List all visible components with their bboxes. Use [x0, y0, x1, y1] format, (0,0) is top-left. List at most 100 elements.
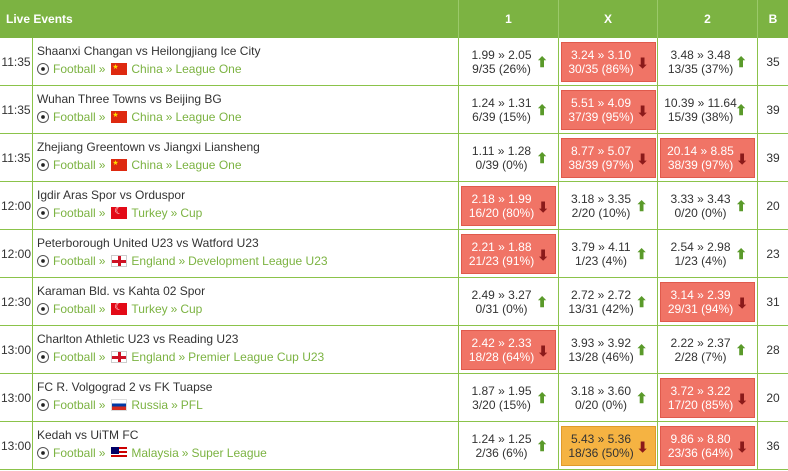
odds-cell-x[interactable]: 5.51 » 4.09 37/39 (95%) ⬇ [559, 86, 658, 133]
sport-link[interactable]: Football [53, 302, 96, 316]
odds-cell-1[interactable]: 1.99 » 2.05 9/35 (26%) ⬆ [459, 38, 559, 85]
league-link[interactable]: Cup [180, 302, 203, 316]
odds-box[interactable]: 2.72 » 2.72 13/31 (42%) ⬆ [561, 282, 656, 322]
country-link[interactable]: Turkey [131, 302, 168, 316]
sport-link[interactable]: Football [53, 206, 96, 220]
odds-box[interactable]: 1.24 » 1.31 6/39 (15%) ⬆ [461, 90, 556, 130]
odds-cell-x[interactable]: 3.24 » 3.10 30/35 (86%) ⬇ [559, 38, 658, 85]
odds-box[interactable]: 20.14 » 8.85 38/39 (97%) ⬇ [660, 137, 755, 178]
header-col-b[interactable]: B [768, 12, 778, 26]
odds-box[interactable]: 10.39 » 11.64 15/39 (38%) ⬆ [660, 90, 755, 130]
header-col-x[interactable]: X [559, 0, 658, 38]
odds-cell-2[interactable]: 3.14 » 2.39 29/31 (94%) ⬇ [658, 278, 758, 325]
event-title[interactable]: Shaanxi Changan vs Heilongjiang Ice City [37, 44, 261, 58]
odds-box[interactable]: 1.87 » 1.95 3/20 (15%) ⬆ [461, 378, 556, 418]
odds-cell-x[interactable]: 2.72 » 2.72 13/31 (42%) ⬆ [559, 278, 658, 325]
odds-box[interactable]: 1.99 » 2.05 9/35 (26%) ⬆ [461, 42, 556, 82]
league-link[interactable]: Premier League Cup U23 [188, 350, 325, 364]
table-row[interactable]: 12:00 Peterborough United U23 vs Watford… [0, 230, 788, 278]
odds-cell-1[interactable]: 1.24 » 1.31 6/39 (15%) ⬆ [459, 86, 559, 133]
sport-link[interactable]: Football [53, 62, 96, 76]
event-title[interactable]: Peterborough United U23 vs Watford U23 [37, 236, 259, 250]
odds-cell-x[interactable]: 3.93 » 3.92 13/28 (46%) ⬆ [559, 326, 658, 373]
country-link[interactable]: Malaysia [131, 446, 179, 460]
odds-box[interactable]: 3.48 » 3.48 13/35 (37%) ⬆ [660, 42, 755, 82]
sport-link[interactable]: Football [53, 254, 96, 268]
table-row[interactable]: 11:35 Wuhan Three Towns vs Beijing BG Fo… [0, 86, 788, 134]
odds-box[interactable]: 3.79 » 4.11 1/23 (4%) ⬆ [561, 234, 656, 274]
odds-cell-2[interactable]: 10.39 » 11.64 15/39 (38%) ⬆ [658, 86, 758, 133]
odds-box[interactable]: 2.22 » 2.37 2/28 (7%) ⬆ [660, 330, 755, 370]
table-row[interactable]: 11:35 Zhejiang Greentown vs Jiangxi Lian… [0, 134, 788, 182]
odds-cell-x[interactable]: 3.79 » 4.11 1/23 (4%) ⬆ [559, 230, 658, 277]
odds-cell-2[interactable]: 3.72 » 3.22 17/20 (85%) ⬇ [658, 374, 758, 421]
league-link[interactable]: Super League [191, 446, 267, 460]
odds-box[interactable]: 5.51 » 4.09 37/39 (95%) ⬇ [560, 89, 656, 130]
sport-link[interactable]: Football [53, 110, 96, 124]
odds-box[interactable]: 2.18 » 1.99 16/20 (80%) ⬇ [461, 185, 556, 226]
odds-box[interactable]: 8.77 » 5.07 38/39 (97%) ⬇ [560, 137, 656, 178]
odds-cell-x[interactable]: 3.18 » 3.60 0/20 (0%) ⬆ [559, 374, 658, 421]
event-title[interactable]: Wuhan Three Towns vs Beijing BG [37, 92, 222, 106]
event-title[interactable]: Karaman Bld. vs Kahta 02 Spor [37, 284, 206, 298]
odds-box[interactable]: 2.54 » 2.98 1/23 (4%) ⬆ [660, 234, 755, 274]
odds-cell-1[interactable]: 2.18 » 1.99 16/20 (80%) ⬇ [459, 182, 559, 229]
event-cell[interactable]: FC R. Volgograd 2 vs FK Tuapse Football … [33, 374, 459, 421]
country-link[interactable]: China [131, 62, 163, 76]
event-cell[interactable]: Charlton Athletic U23 vs Reading U23 Foo… [33, 326, 459, 373]
odds-box[interactable]: 3.24 » 3.10 30/35 (86%) ⬇ [560, 41, 656, 82]
league-link[interactable]: League One [175, 110, 242, 124]
odds-box[interactable]: 3.18 » 3.35 2/20 (10%) ⬆ [561, 186, 656, 226]
odds-box[interactable]: 3.93 » 3.92 13/28 (46%) ⬆ [561, 330, 656, 370]
header-col-1[interactable]: 1 [459, 0, 559, 38]
league-link[interactable]: League One [175, 158, 242, 172]
odds-cell-2[interactable]: 3.48 » 3.48 13/35 (37%) ⬆ [658, 38, 758, 85]
table-row[interactable]: 12:30 Karaman Bld. vs Kahta 02 Spor Foot… [0, 278, 788, 326]
odds-cell-1[interactable]: 2.21 » 1.88 21/23 (91%) ⬇ [459, 230, 559, 277]
table-row[interactable]: 13:00 FC R. Volgograd 2 vs FK Tuapse Foo… [0, 374, 788, 422]
country-link[interactable]: China [131, 158, 163, 172]
event-cell[interactable]: Karaman Bld. vs Kahta 02 Spor Football »… [33, 278, 459, 325]
odds-cell-2[interactable]: 20.14 » 8.85 38/39 (97%) ⬇ [658, 134, 758, 181]
event-title[interactable]: Igdir Aras Spor vs Orduspor [37, 188, 186, 202]
odds-box[interactable]: 3.14 » 2.39 29/31 (94%) ⬇ [660, 281, 755, 322]
odds-cell-2[interactable]: 9.86 » 8.80 23/36 (64%) ⬇ [658, 422, 758, 469]
event-cell[interactable]: Peterborough United U23 vs Watford U23 F… [33, 230, 459, 277]
table-row[interactable]: 13:00 Kedah vs UiTM FC Football » Malays… [0, 422, 788, 470]
event-cell[interactable]: Zhejiang Greentown vs Jiangxi Liansheng … [33, 134, 459, 181]
odds-box[interactable]: 5.43 » 5.36 18/36 (50%) ⬇ [560, 425, 656, 466]
league-link[interactable]: PFL [180, 398, 203, 412]
sport-link[interactable]: Football [53, 158, 96, 172]
sport-link[interactable]: Football [53, 350, 96, 364]
odds-box[interactable]: 2.42 » 2.33 18/28 (64%) ⬇ [461, 329, 556, 370]
country-link[interactable]: England [131, 350, 176, 364]
event-title[interactable]: Charlton Athletic U23 vs Reading U23 [37, 332, 239, 346]
event-title[interactable]: FC R. Volgograd 2 vs FK Tuapse [37, 380, 213, 394]
odds-box[interactable]: 2.21 » 1.88 21/23 (91%) ⬇ [461, 233, 556, 274]
odds-cell-2[interactable]: 3.33 » 3.43 0/20 (0%) ⬆ [658, 182, 758, 229]
odds-cell-1[interactable]: 2.49 » 3.27 0/31 (0%) ⬆ [459, 278, 559, 325]
odds-cell-x[interactable]: 3.18 » 3.35 2/20 (10%) ⬆ [559, 182, 658, 229]
odds-cell-1[interactable]: 1.11 » 1.28 0/39 (0%) ⬆ [459, 134, 559, 181]
odds-cell-1[interactable]: 2.42 » 2.33 18/28 (64%) ⬇ [459, 326, 559, 373]
table-row[interactable]: 13:00 Charlton Athletic U23 vs Reading U… [0, 326, 788, 374]
odds-box[interactable]: 2.49 » 3.27 0/31 (0%) ⬆ [461, 282, 556, 322]
table-row[interactable]: 11:35 Shaanxi Changan vs Heilongjiang Ic… [0, 38, 788, 86]
country-link[interactable]: Turkey [131, 206, 168, 220]
odds-cell-2[interactable]: 2.54 » 2.98 1/23 (4%) ⬆ [658, 230, 758, 277]
odds-cell-1[interactable]: 1.87 » 1.95 3/20 (15%) ⬆ [459, 374, 559, 421]
sport-link[interactable]: Football [53, 446, 96, 460]
country-link[interactable]: Russia [131, 398, 169, 412]
odds-box[interactable]: 3.72 » 3.22 17/20 (85%) ⬇ [660, 377, 755, 418]
event-cell[interactable]: Wuhan Three Towns vs Beijing BG Football… [33, 86, 459, 133]
header-col-2[interactable]: 2 [658, 0, 758, 38]
league-link[interactable]: Development League U23 [188, 254, 328, 268]
odds-box[interactable]: 1.24 » 1.25 2/36 (6%) ⬆ [461, 426, 556, 466]
table-row[interactable]: 12:00 Igdir Aras Spor vs Orduspor Footba… [0, 182, 788, 230]
odds-cell-x[interactable]: 8.77 » 5.07 38/39 (97%) ⬇ [559, 134, 658, 181]
odds-box[interactable]: 3.18 » 3.60 0/20 (0%) ⬆ [561, 378, 656, 418]
event-cell[interactable]: Shaanxi Changan vs Heilongjiang Ice City… [33, 38, 459, 85]
event-title[interactable]: Zhejiang Greentown vs Jiangxi Liansheng [37, 140, 260, 154]
odds-cell-2[interactable]: 2.22 » 2.37 2/28 (7%) ⬆ [658, 326, 758, 373]
event-cell[interactable]: Igdir Aras Spor vs Orduspor Football » T… [33, 182, 459, 229]
